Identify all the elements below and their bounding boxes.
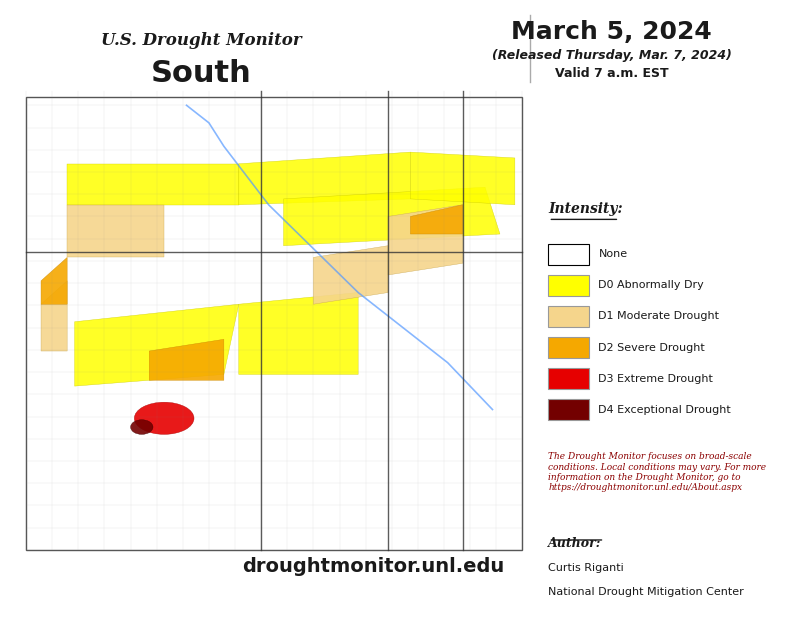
Circle shape [640,610,670,618]
FancyBboxPatch shape [549,306,590,327]
Text: D4 Exceptional Drought: D4 Exceptional Drought [598,405,731,415]
Text: D3 Extreme Drought: D3 Extreme Drought [598,373,714,384]
Text: Valid 7 a.m. EST: Valid 7 a.m. EST [555,67,669,80]
Polygon shape [388,205,462,275]
Polygon shape [283,187,500,246]
FancyBboxPatch shape [549,368,590,389]
Text: Intensity:: Intensity: [549,203,623,216]
Text: U.S. Drought Monitor: U.S. Drought Monitor [101,33,302,49]
Ellipse shape [134,402,194,434]
Text: D2 Severe Drought: D2 Severe Drought [598,342,705,352]
Text: Author:: Author: [549,537,602,550]
Text: The Drought Monitor focuses on broad-scale
conditions. Local conditions may vary: The Drought Monitor focuses on broad-sca… [549,452,766,493]
Polygon shape [410,205,462,234]
Polygon shape [314,246,388,304]
FancyBboxPatch shape [548,611,578,618]
Text: Curtis Riganti: Curtis Riganti [549,564,624,574]
Polygon shape [41,258,67,304]
Circle shape [577,610,606,618]
Polygon shape [67,205,164,258]
Ellipse shape [130,420,153,434]
Circle shape [608,610,638,618]
Polygon shape [74,304,238,386]
Polygon shape [150,339,224,380]
Text: (Released Thursday, Mar. 7, 2024): (Released Thursday, Mar. 7, 2024) [492,49,732,62]
Text: National Drought Mitigation Center: National Drought Mitigation Center [549,586,744,597]
FancyBboxPatch shape [549,275,590,296]
Text: droughtmonitor.unl.edu: droughtmonitor.unl.edu [242,557,504,576]
FancyBboxPatch shape [26,96,522,550]
Text: March 5, 2024: March 5, 2024 [511,20,712,44]
Polygon shape [67,164,238,205]
Text: D0 Abnormally Dry: D0 Abnormally Dry [598,281,704,290]
FancyBboxPatch shape [549,244,590,265]
Text: D1 Moderate Drought: D1 Moderate Drought [598,311,719,321]
Polygon shape [238,292,358,375]
Polygon shape [238,152,410,205]
Polygon shape [41,281,67,351]
Text: None: None [598,250,627,260]
Text: South: South [151,59,252,88]
FancyBboxPatch shape [549,399,590,420]
Polygon shape [410,152,515,205]
FancyBboxPatch shape [549,337,590,358]
